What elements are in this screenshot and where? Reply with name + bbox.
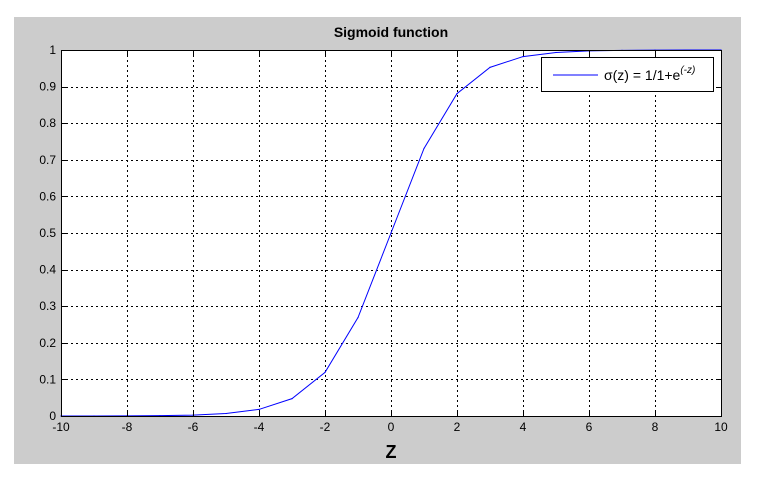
data-point — [489, 66, 491, 68]
y-tick-label: 0.2 — [39, 336, 56, 350]
x-tick-label: 0 — [388, 420, 395, 434]
legend-label: σ(z) = 1/1+e(-z) — [604, 65, 695, 83]
x-tick-label: 10 — [714, 420, 728, 434]
x-tick-label: -2 — [320, 420, 331, 434]
chart-title: Sigmoid function — [334, 24, 448, 40]
x-tick-label: 8 — [652, 420, 659, 434]
x-tick-label: -8 — [122, 420, 133, 434]
y-tick-label: 0.5 — [39, 226, 56, 240]
data-point — [390, 232, 392, 234]
x-tick-label: 6 — [586, 420, 593, 434]
x-tick-label: -6 — [188, 420, 199, 434]
data-point — [456, 93, 458, 95]
data-point — [555, 51, 557, 54]
x-tick-label: 2 — [454, 420, 461, 434]
y-tick-label: 0 — [49, 409, 56, 423]
y-tick-label: 0.8 — [39, 116, 56, 130]
x-axis-label: Z — [386, 442, 397, 462]
y-tick-label: 1 — [49, 43, 56, 57]
data-point — [291, 398, 293, 400]
x-tick-label: -4 — [254, 420, 265, 434]
y-tick-label: 0.4 — [39, 263, 56, 277]
y-tick-label: 0.3 — [39, 299, 56, 313]
legend: σ(z) = 1/1+e(-z) — [541, 57, 714, 92]
data-point — [522, 55, 524, 58]
y-tick-label: 0.7 — [39, 153, 56, 167]
axis-ticks: -10 -8 -6 -4 -2 0 2 4 6 8 10 0 0.1 0.2 0.3 0.4 0.5 0.6 0.7… — [39, 43, 728, 434]
data-point — [258, 408, 260, 411]
data-point — [324, 371, 326, 373]
data-point — [225, 412, 227, 415]
legend-label-text: σ(z) = 1/1+e — [604, 67, 681, 83]
legend-label-exponent: (-z) — [680, 65, 695, 76]
data-point — [159, 415, 161, 417]
data-point — [357, 316, 359, 319]
y-tick-label: 0.9 — [39, 80, 56, 94]
data-point — [423, 147, 425, 150]
x-tick-label: 4 — [520, 420, 527, 434]
y-tick-label: 0.6 — [39, 189, 56, 203]
y-tick-label: 0.1 — [39, 372, 56, 386]
x-tick-label: -10 — [52, 420, 70, 434]
